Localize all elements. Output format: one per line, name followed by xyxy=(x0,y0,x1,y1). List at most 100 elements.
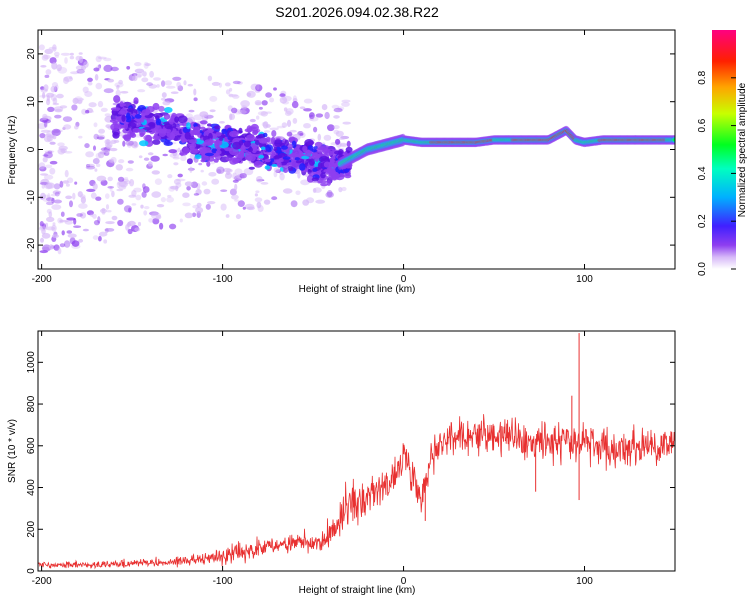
heatmap-cell xyxy=(295,190,301,196)
heatmap-cell xyxy=(315,199,326,204)
heatmap-cell xyxy=(128,207,132,213)
heatmap-cell xyxy=(76,213,83,217)
heatmap-cell xyxy=(52,134,57,140)
heatmap-cell xyxy=(189,166,193,173)
heatmap-cell xyxy=(299,106,306,110)
heatmap-cell xyxy=(54,114,62,119)
heatmap-cell xyxy=(97,56,107,60)
heatmap-cell xyxy=(39,221,44,227)
heatmap-cell xyxy=(177,147,181,153)
heatmap-cell xyxy=(211,178,220,185)
heatmap-cell xyxy=(184,181,193,187)
snr-plot-area xyxy=(38,331,675,571)
heatmap-cell xyxy=(104,228,115,232)
heatmap-cell xyxy=(163,141,173,146)
heatmap-cell xyxy=(175,178,186,182)
heatmap-cell xyxy=(323,169,330,173)
heatmap-cell xyxy=(312,188,317,193)
heatmap-cell xyxy=(71,104,78,111)
heatmap-cell xyxy=(206,161,211,167)
heatmap-cell xyxy=(86,210,94,216)
heatmap-cell xyxy=(187,116,195,124)
heatmap-cell xyxy=(169,132,175,140)
heatmap-cell xyxy=(286,119,292,127)
heatmap-cell xyxy=(273,87,277,91)
heatmap-cell xyxy=(199,111,209,118)
heatmap-cell xyxy=(134,227,141,232)
heatmap-cell xyxy=(118,110,126,115)
heatmap-cell xyxy=(93,220,100,226)
heatmap-cell xyxy=(110,107,121,111)
heatmap-cell xyxy=(126,107,135,113)
heatmap-cell xyxy=(126,66,131,70)
heatmap-cell xyxy=(341,186,347,192)
colorbar: 0.0 0.2 0.4 0.6 0.8 Normalized spectral ampl… xyxy=(697,30,748,276)
heatmap-cell xyxy=(258,154,265,159)
heatmap-cell xyxy=(207,201,216,205)
heatmap-cell xyxy=(49,141,56,145)
heatmap-cell xyxy=(41,184,45,189)
heatmap-cell xyxy=(126,222,131,228)
heatmap-cell xyxy=(338,187,343,193)
heatmap-cell xyxy=(341,101,350,107)
heatmap-cell xyxy=(77,191,83,198)
heatmap-cell xyxy=(314,141,323,148)
heatmap-cell xyxy=(66,230,73,234)
heatmap-cell xyxy=(279,96,288,104)
heatmap-cell xyxy=(106,210,112,213)
heatmap-cell xyxy=(246,134,256,142)
spectrogram-x-label: Height of straight line (km) xyxy=(299,284,416,295)
heatmap-cell xyxy=(317,180,328,184)
heatmap-cell xyxy=(207,75,213,82)
heatmap-cell xyxy=(258,137,269,144)
heatmap-cell xyxy=(246,206,255,211)
heatmap-cell xyxy=(250,123,259,132)
heatmap-cell xyxy=(225,156,233,161)
heatmap-cell xyxy=(254,193,258,197)
tick-label: -100 xyxy=(213,576,233,587)
heatmap-cell xyxy=(229,87,233,92)
heatmap-cell xyxy=(81,108,87,115)
heatmap-cell xyxy=(238,140,244,146)
heatmap-cell xyxy=(120,91,129,94)
heatmap-cell xyxy=(273,146,278,152)
heatmap-cell xyxy=(97,151,105,159)
heatmap-cell xyxy=(123,180,131,185)
heatmap-cell xyxy=(115,164,124,171)
heatmap-cell xyxy=(41,194,52,202)
heatmap-cell xyxy=(51,234,59,239)
heatmap-cell xyxy=(180,155,187,162)
heatmap-cell xyxy=(96,175,107,182)
heatmap-cell xyxy=(78,135,83,139)
heatmap-cell xyxy=(51,128,61,137)
tick-label: 20 xyxy=(26,48,37,60)
heatmap-cell xyxy=(73,218,77,225)
heatmap-cell xyxy=(112,131,120,139)
heatmap-cell xyxy=(103,239,108,244)
heatmap-cell xyxy=(41,228,46,235)
heatmap-cell xyxy=(148,218,154,223)
heatmap-cell xyxy=(303,123,311,129)
heatmap-cell xyxy=(342,121,352,125)
heatmap-cell xyxy=(84,91,93,97)
heatmap-cell xyxy=(65,183,70,187)
heatmap-cell xyxy=(320,172,326,179)
snr-series xyxy=(38,333,675,570)
heatmap-cell xyxy=(51,62,58,70)
heatmap-cell xyxy=(45,182,55,189)
heatmap-cell xyxy=(84,143,90,149)
heatmap-cell xyxy=(137,89,146,93)
heatmap-cell xyxy=(265,124,271,128)
heatmap-cell xyxy=(179,218,183,223)
tick-label: 10 xyxy=(26,96,37,108)
heatmap-cell xyxy=(63,76,69,85)
heatmap-cell xyxy=(189,129,195,137)
heatmap-cell xyxy=(261,100,268,106)
heatmap-cell xyxy=(59,180,64,188)
heatmap-cell xyxy=(117,181,127,187)
snr-frame xyxy=(37,330,676,572)
heatmap-cell xyxy=(167,174,173,179)
heatmap-cell xyxy=(177,85,184,92)
heatmap-cell xyxy=(177,173,183,178)
